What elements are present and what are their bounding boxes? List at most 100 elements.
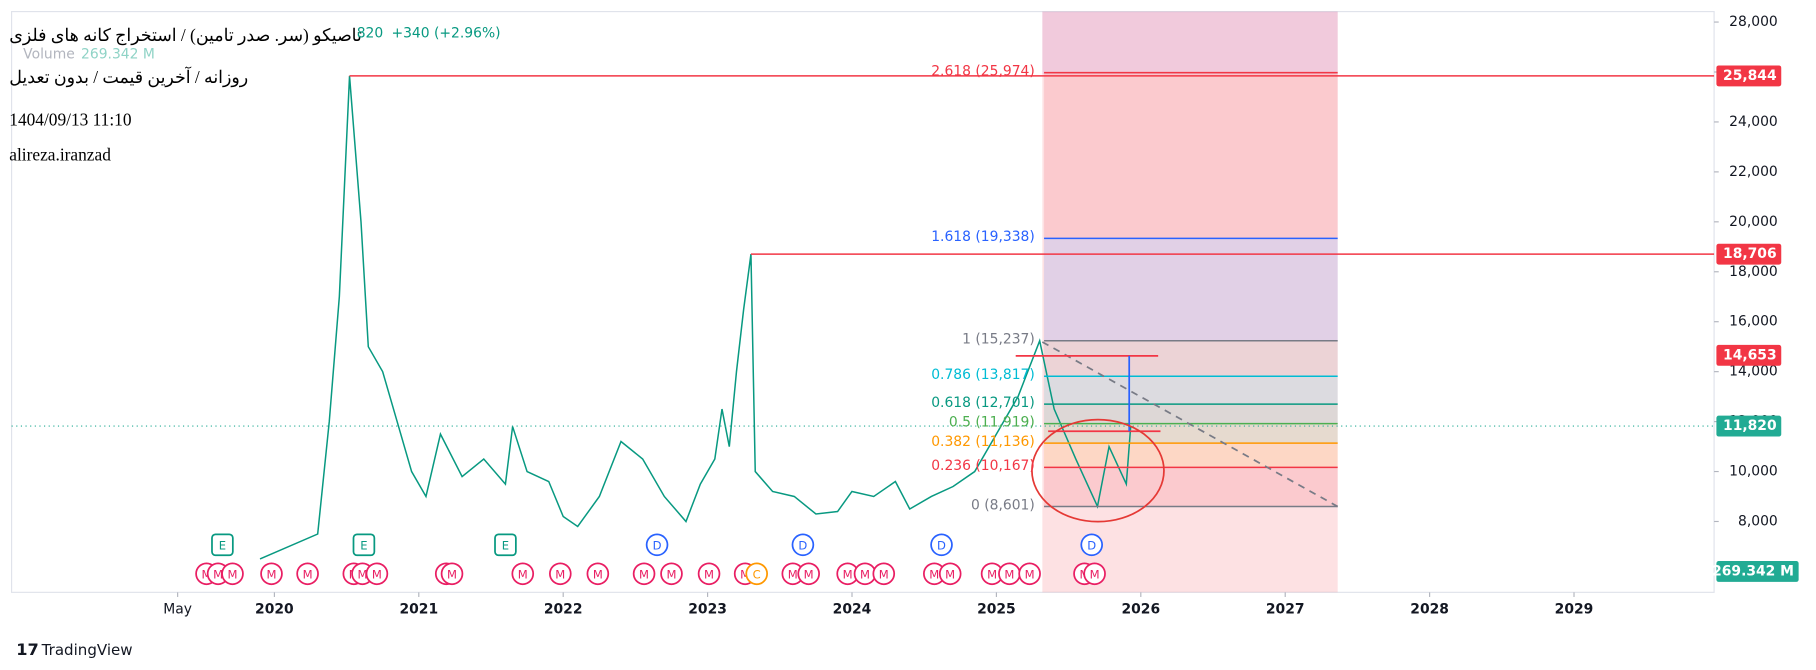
fib-label: 1.618 (19,338) — [931, 229, 1035, 245]
event-label: M — [639, 567, 649, 581]
fib-label: 0 (8,601) — [971, 497, 1035, 513]
event-label: M — [740, 567, 750, 581]
brand: TradingView — [41, 641, 133, 659]
fib-band — [1044, 404, 1338, 424]
event-label: C — [753, 567, 761, 581]
event-badge — [872, 562, 896, 586]
price-line — [259, 75, 1132, 560]
event-label: M — [879, 567, 889, 581]
event-label: M — [1090, 567, 1100, 581]
event-label: D — [937, 538, 946, 552]
event-label: M — [804, 567, 814, 581]
fib-band — [1044, 443, 1338, 468]
x-tick-label: 2026 — [1121, 602, 1160, 618]
event-badge — [586, 562, 610, 586]
fib-band — [1044, 340, 1338, 377]
close-value: 820 — [357, 26, 384, 42]
event-badge — [938, 562, 962, 586]
x-tick-label: May — [163, 602, 192, 618]
event-badge — [365, 562, 389, 586]
event-badge — [494, 533, 517, 557]
circle-annotation — [1031, 418, 1165, 523]
event-label: M — [555, 567, 565, 581]
event-label: E — [360, 538, 367, 552]
change: +340 (+2.96%) — [391, 26, 500, 42]
range-overlay-top — [1042, 11, 1338, 75]
author: alireza.iranzad — [9, 145, 111, 164]
event-label: M — [213, 567, 223, 581]
event-label: M — [372, 567, 382, 581]
event-badge — [352, 533, 376, 557]
event-badge — [296, 562, 319, 586]
fib-label: 0.618 (12,701) — [931, 395, 1035, 411]
fib-band — [1044, 72, 1338, 239]
event-badge — [1080, 533, 1104, 557]
event-badge — [797, 562, 820, 586]
event-badge — [930, 533, 953, 557]
trend-line — [1041, 341, 1339, 508]
price-label-box — [1716, 344, 1782, 366]
price-label: 11,820 — [1723, 418, 1777, 434]
event-badge — [211, 533, 234, 557]
fib-label: 0.5 (11,919) — [949, 414, 1035, 430]
event-badge — [511, 562, 535, 586]
event-label: E — [219, 538, 226, 552]
event-label: M — [1004, 567, 1014, 581]
event-badge — [645, 533, 669, 557]
event-badge — [549, 562, 572, 586]
price-label: 18,706 — [1723, 246, 1777, 262]
price-label-box — [1716, 65, 1782, 87]
x-tick-label: 2023 — [688, 602, 727, 618]
plot-frame — [11, 11, 1715, 593]
event-badge — [660, 562, 683, 586]
event-label: M — [929, 567, 939, 581]
event-label: M — [788, 567, 798, 581]
event-badge — [745, 562, 768, 586]
fib-band — [1044, 423, 1338, 444]
plot: EEEDDDDMMMMMMMMMMMMMMMMMCMMMMMMMMMMMM — [11, 21, 1719, 597]
event-label: M — [357, 567, 367, 581]
event-label: M — [593, 567, 603, 581]
fib-band — [1044, 376, 1338, 405]
y-tick-label: 18,000 — [1729, 264, 1778, 280]
event-label: M — [945, 567, 955, 581]
title: تاصیکو (سر. صدر تامین) / استخراج کانه ها… — [9, 26, 362, 46]
x-tick-label: 2029 — [1555, 602, 1594, 618]
y-tick-label: 14,000 — [1729, 364, 1778, 380]
volume-value: 269.342 M — [81, 46, 155, 62]
logo: 17 — [16, 640, 39, 659]
price-label: 14,653 — [1723, 347, 1777, 363]
y-tick-label: 20,000 — [1729, 214, 1778, 230]
event-label: E — [502, 538, 509, 552]
datetime: 1404/09/13 11:10 — [9, 111, 132, 130]
settings: روزانه / آخرین قیمت / بدون تعدیل — [9, 66, 248, 88]
volume-label: Volume — [23, 46, 75, 62]
fib-label: 0.236 (10,167) — [931, 458, 1035, 474]
x-tick-label: 2027 — [1266, 602, 1305, 618]
event-label: M — [667, 567, 677, 581]
event-label: D — [653, 538, 662, 552]
x-tick-label: 2021 — [399, 602, 438, 618]
volume-label-box — [1716, 561, 1799, 582]
event-label: M — [267, 567, 277, 581]
event-badge — [260, 562, 283, 586]
volume-label: 269.342 M — [1712, 563, 1794, 579]
event-badge — [1018, 562, 1041, 586]
fib-label: 0.382 (11,136) — [931, 434, 1035, 450]
price-label-box — [1716, 415, 1782, 437]
y-tick-label: 24,000 — [1729, 114, 1778, 130]
x-tick-label: 2022 — [544, 602, 583, 618]
event-label: M — [303, 567, 313, 581]
event-label: M — [704, 567, 714, 581]
y-tick-label: 28,000 — [1729, 14, 1778, 30]
fib-band — [1044, 467, 1338, 507]
event-badge — [221, 562, 244, 586]
fib-label: 2.618 (25,974) — [931, 63, 1035, 79]
event-label: D — [1087, 538, 1096, 552]
event-label: M — [518, 567, 528, 581]
price-label: 25,844 — [1723, 68, 1777, 84]
fib-band — [1044, 238, 1338, 341]
event-badge — [440, 562, 464, 586]
event-label: M — [860, 567, 870, 581]
